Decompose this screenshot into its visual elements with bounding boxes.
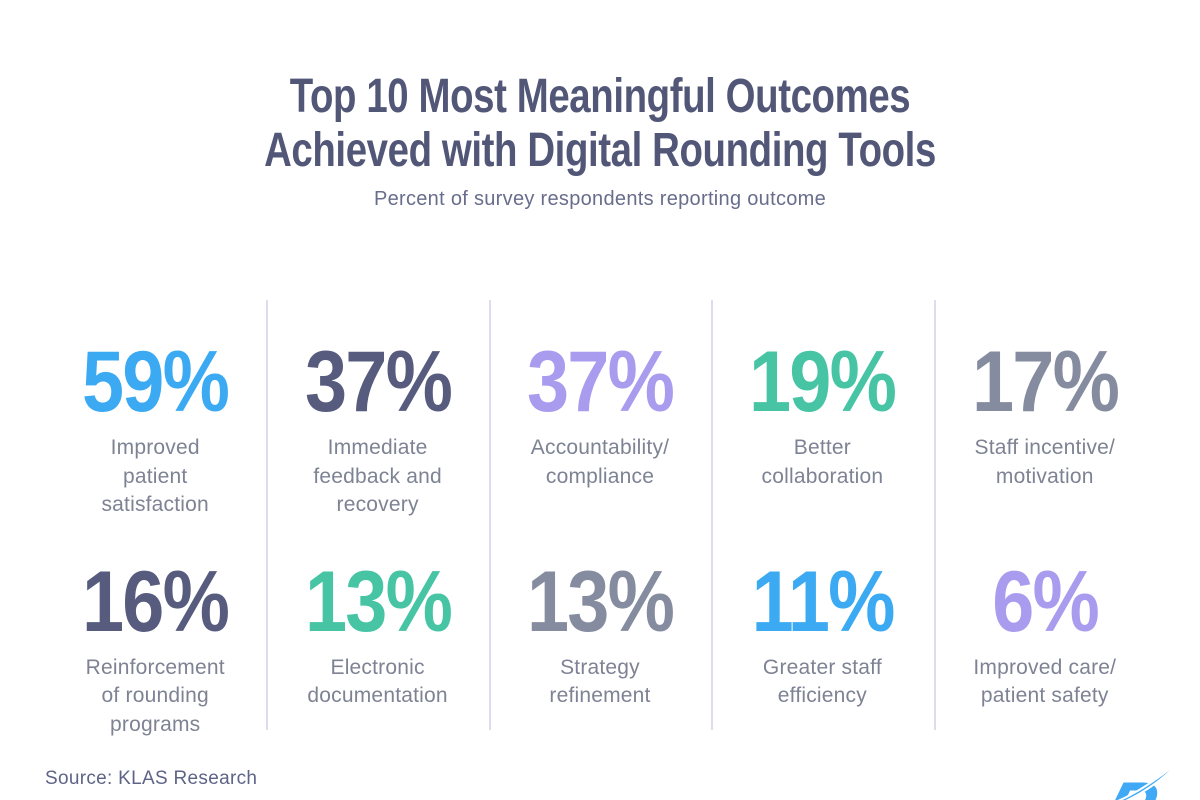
stat-cell: 13% Strategy refinement — [489, 520, 711, 740]
page-title: Top 10 Most Meaningful Outcomes Achieved… — [264, 70, 936, 177]
column-divider — [933, 300, 936, 730]
stat-value: 6% — [942, 520, 1148, 651]
stat-value-text: 16% — [82, 554, 230, 651]
stat-value: 37% — [497, 300, 703, 431]
stat-label: Electronic documentation — [307, 655, 448, 708]
stat-label: Improved care/ patient safety — [973, 655, 1117, 708]
stat-value-text: 13% — [526, 554, 675, 651]
stat-value: 13% — [274, 520, 480, 651]
stat-value: 37% — [274, 300, 480, 431]
stats-grid: 59% Improved patient satisfaction 37% Im… — [44, 300, 1156, 736]
header: Top 10 Most Meaningful Outcomes Achieved… — [0, 70, 1200, 211]
stat-value-text: 19% — [749, 334, 897, 431]
brand-logo: P — [1066, 764, 1178, 800]
stat-value: 19% — [719, 300, 925, 431]
stat-value: 16% — [52, 520, 258, 651]
column-divider — [266, 300, 269, 730]
p-logo-icon: P — [1094, 766, 1172, 800]
stat-cell: 13% Electronic documentation — [266, 520, 488, 740]
stat-value-text: 17% — [971, 334, 1120, 431]
source-text: Source: KLAS Research — [45, 768, 258, 789]
stat-label: Accountability/ compliance — [530, 436, 670, 488]
stat-value-text: 13% — [304, 554, 452, 651]
stat-label: Greater staff efficiency — [762, 655, 882, 708]
stat-label: Better collaboration — [761, 436, 884, 488]
column-divider — [711, 300, 714, 730]
stat-value-text: 37% — [304, 334, 452, 431]
stat-value-text: 37% — [526, 334, 675, 431]
stat-value: 59% — [52, 300, 258, 431]
stat-label: Staff incentive/ motivation — [974, 436, 1116, 488]
stat-cell: 59% Improved patient satisfaction — [44, 300, 266, 520]
page-subtitle: Percent of survey respondents reporting … — [373, 187, 827, 210]
stat-value-text: 59% — [82, 334, 230, 431]
stat-value-text: 6% — [991, 554, 1100, 651]
stat-value: 17% — [942, 300, 1148, 431]
stat-cell: 17% Staff incentive/ motivation — [934, 300, 1156, 520]
stat-label: Reinforcement of rounding programs — [85, 655, 225, 736]
stat-value: 11% — [719, 520, 925, 651]
stat-cell: 37% Immediate feedback and recovery — [266, 300, 488, 520]
stat-cell: 37% Accountability/ compliance — [489, 300, 711, 520]
stat-cell: 11% Greater staff efficiency — [711, 520, 933, 740]
column-divider — [488, 300, 491, 730]
stat-label: Immediate feedback and recovery — [313, 436, 442, 517]
stat-cell: 19% Better collaboration — [711, 300, 933, 520]
stat-label: Strategy refinement — [549, 655, 651, 708]
stat-cell: 6% Improved care/ patient safety — [934, 520, 1156, 740]
stat-cell: 16% Reinforcement of rounding programs — [44, 520, 266, 740]
stat-value: 13% — [497, 520, 703, 651]
stat-label: Improved patient satisfaction — [101, 436, 209, 517]
stat-value-text: 11% — [751, 554, 895, 651]
